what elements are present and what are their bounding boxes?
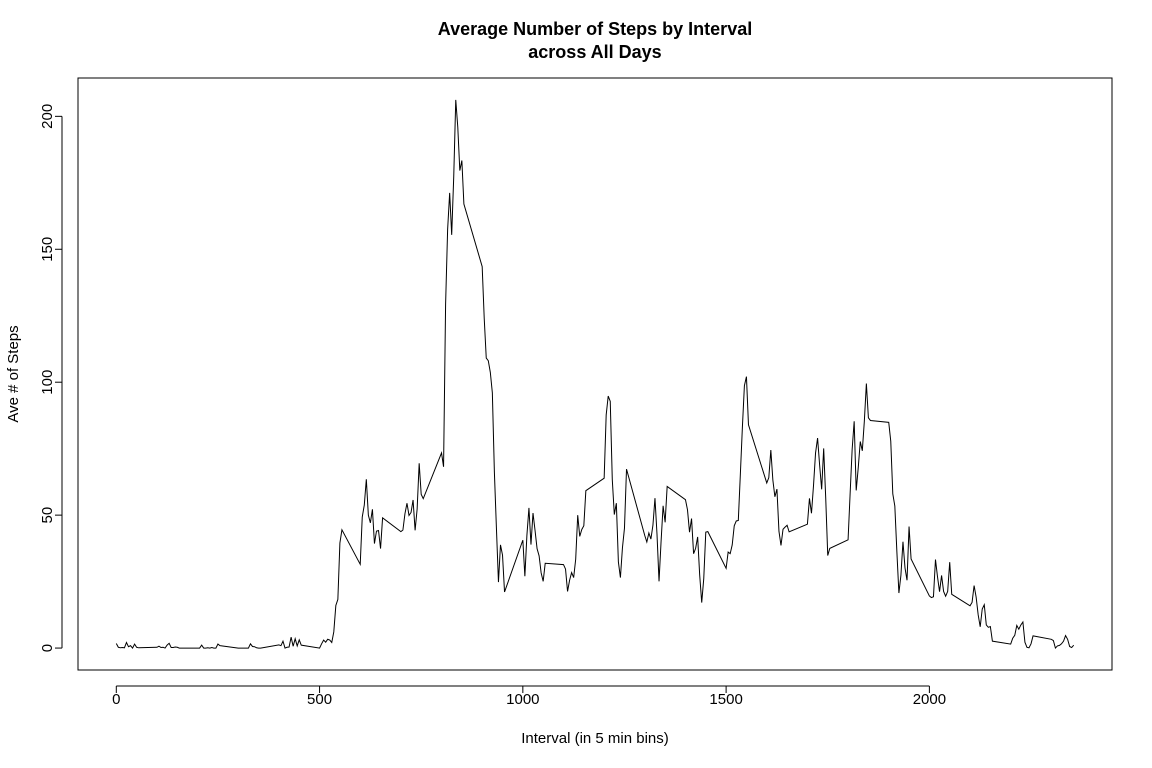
x-tick-label: 1500 (709, 691, 742, 708)
plot-box (77, 77, 1113, 671)
chart-title: across All Days (528, 42, 661, 62)
y-tick-label: 150 (39, 237, 56, 262)
x-tick-label: 0 (112, 691, 120, 708)
y-tick-label: 100 (39, 370, 56, 395)
chart-title: Average Number of Steps by Interval (438, 19, 752, 39)
x-axis-label: Interval (in 5 min bins) (521, 730, 669, 747)
x-tick-label: 500 (307, 691, 332, 708)
x-tick-label: 2000 (913, 691, 946, 708)
y-tick-label: 200 (39, 104, 56, 129)
y-axis-label: Ave # of Steps (5, 325, 22, 422)
series-line (115, 99, 1075, 650)
y-tick-label: 0 (39, 644, 56, 652)
x-tick-label: 1000 (506, 691, 539, 708)
y-tick-label: 50 (39, 507, 56, 524)
